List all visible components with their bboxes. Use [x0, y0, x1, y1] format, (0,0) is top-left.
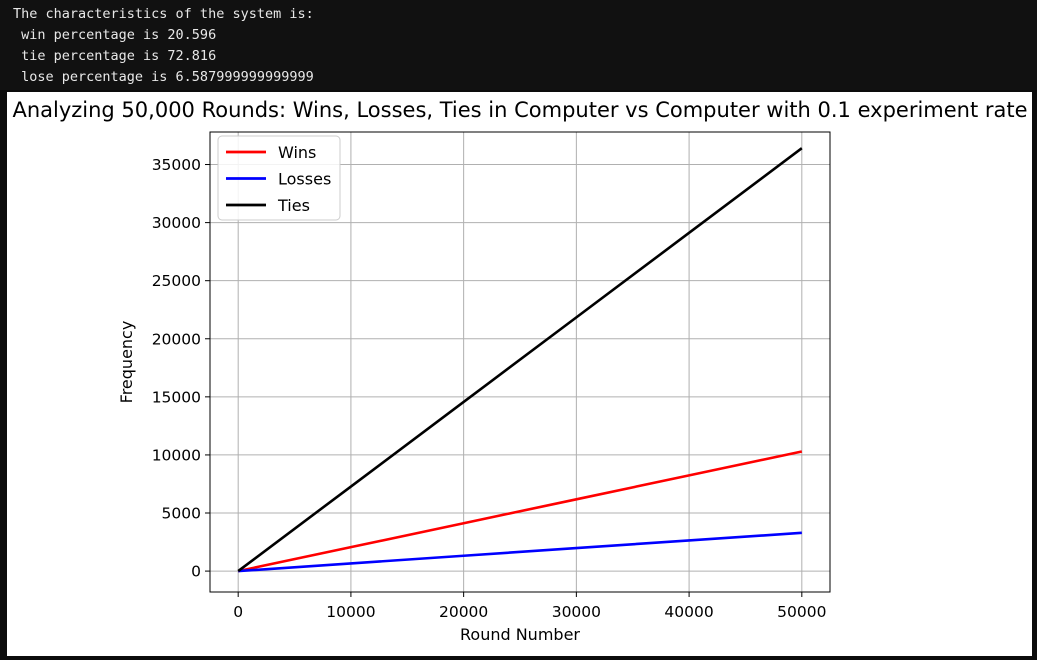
y-tick-label: 20000: [152, 330, 201, 348]
console-line: The characteristics of the system is:: [13, 6, 314, 22]
x-tick-label: 20000: [439, 603, 488, 621]
console-line: lose percentage is 6.587999999999999: [13, 69, 314, 85]
y-axis-label: Frequency: [117, 321, 136, 404]
y-tick-label: 35000: [152, 156, 201, 174]
legend: Wins Losses Ties: [217, 135, 341, 221]
series-line-losses: [238, 531, 802, 573]
line-chart: Analyzing 50,000 Rounds: Wins, Losses, T…: [12, 98, 1027, 644]
y-tick-label: 30000: [152, 214, 201, 232]
y-tick-label: 5000: [162, 505, 201, 523]
y-tick-label: 0: [191, 563, 201, 581]
y-tick-label: 10000: [152, 446, 201, 464]
series-line-ties: [237, 147, 803, 573]
plot-area: [209, 131, 831, 593]
x-tick-label: 40000: [664, 603, 713, 621]
legend-box: [217, 135, 341, 221]
console-output: The characteristics of the system is: wi…: [0, 0, 1037, 90]
grid: [210, 132, 830, 592]
chart-title: Analyzing 50,000 Rounds: Wins, Losses, T…: [12, 98, 1027, 122]
console-line: win percentage is 20.596: [13, 27, 217, 43]
y-tick-label: 25000: [152, 272, 201, 290]
legend-label: Wins: [278, 143, 316, 162]
x-tick-label: 10000: [326, 603, 375, 621]
x-axis-label: Round Number: [460, 625, 580, 644]
x-tick-label: 50000: [777, 603, 826, 621]
chart-figure: Analyzing 50,000 Rounds: Wins, Losses, T…: [7, 92, 1032, 656]
legend-label: Ties: [277, 196, 310, 215]
x-tick-label: 0: [233, 603, 243, 621]
legend-label: Losses: [278, 170, 331, 189]
console-line: tie percentage is 72.816: [13, 48, 217, 64]
series-line-wins: [237, 450, 803, 573]
series-lines: [237, 147, 803, 573]
x-tick-label: 30000: [552, 603, 601, 621]
axis-ticks: 0 10000 20000 30000 40000 50000 0 5000 10000 1500…: [152, 156, 827, 621]
y-tick-label: 15000: [152, 388, 201, 406]
